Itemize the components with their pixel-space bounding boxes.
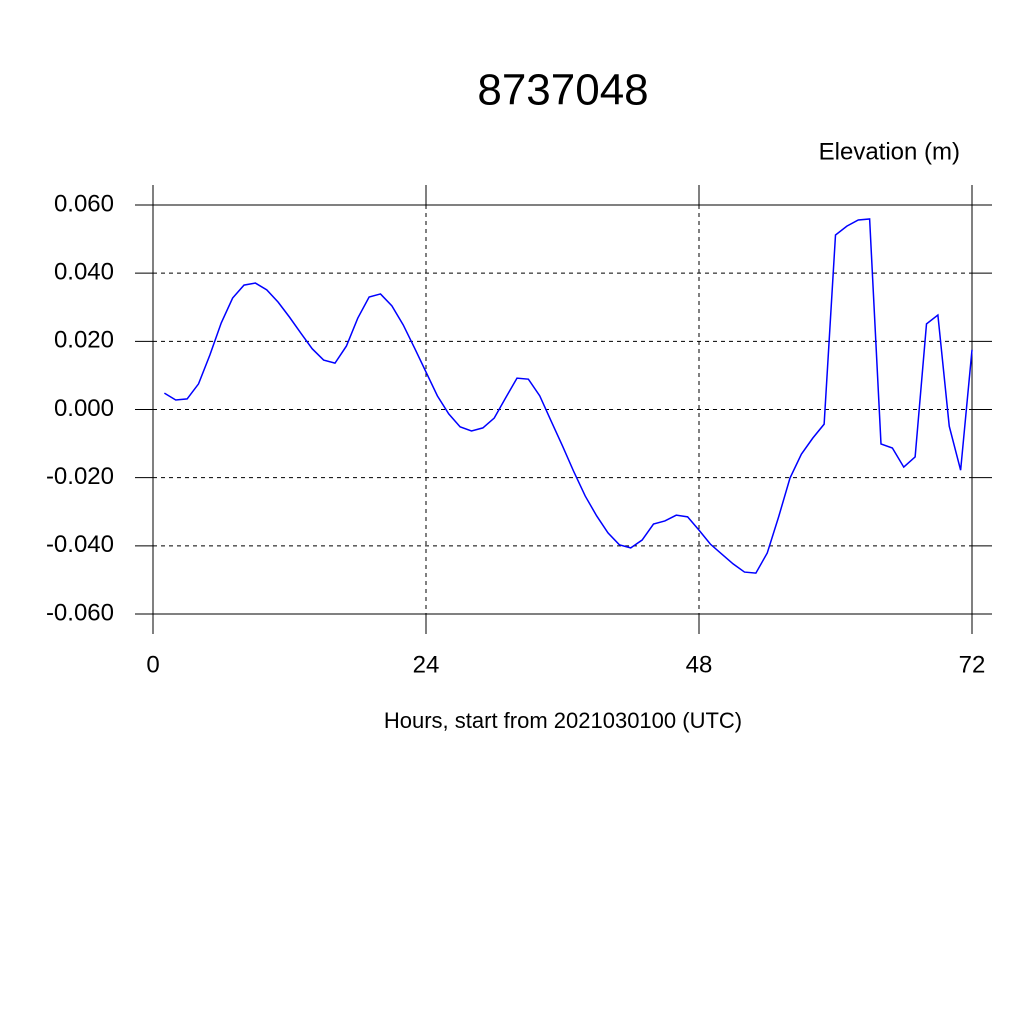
x-tick-label: 72 [959,651,986,678]
x-tick-label: 0 [146,651,159,678]
plot-frame [152,204,973,615]
y-tick-label: 0.000 [54,395,114,422]
x-tick-label: 48 [686,651,713,678]
data-line [163,218,973,574]
y-tick-label: -0.060 [46,599,114,626]
x-tick-label: 24 [413,651,440,678]
x-axis-label: Hours, start from 2021030100 (UTC) [384,708,742,733]
y-tick-label: 0.020 [54,327,114,354]
y-tick-label: -0.020 [46,463,114,490]
y-tick-label: 0.060 [54,190,114,217]
y-axis-label: Elevation (m) [819,138,960,165]
chart-title: 8737048 [477,66,648,115]
y-tick-label: -0.040 [46,531,114,558]
y-tick-label: 0.040 [54,259,114,286]
